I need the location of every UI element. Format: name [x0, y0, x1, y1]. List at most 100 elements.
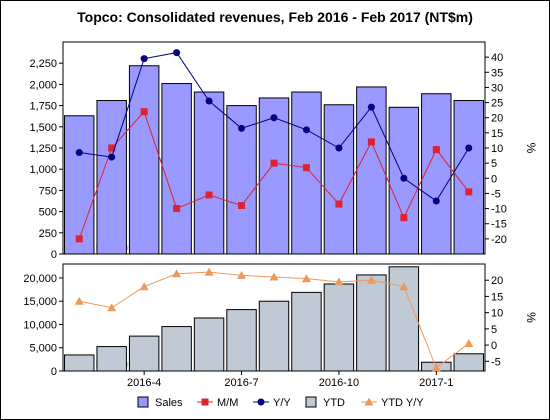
panel1-point-m-m — [173, 205, 181, 213]
panel1-right-tick-label: -15 — [491, 219, 507, 231]
panel2-x-tick-label: 2017-1 — [419, 377, 453, 389]
panel2-bar-ytd — [226, 309, 257, 372]
panel1-bar-sales — [161, 83, 192, 255]
panel1-point-y-y — [302, 126, 310, 134]
panel1-point-y-y — [173, 49, 181, 57]
panel1-point-m-m — [75, 235, 83, 243]
panel1-point-y-y — [367, 103, 375, 111]
panel2-left-tick-label: 15,000 — [23, 296, 57, 308]
panel1-bar-sales — [128, 65, 160, 255]
panel1-point-m-m — [108, 144, 116, 152]
panel2-x-tick-label: 2016-7 — [224, 377, 258, 389]
panel2-bar-ytd — [291, 291, 322, 372]
panel1-point-y-y — [465, 144, 473, 152]
legend-swatch-ytd — [305, 396, 317, 408]
panel1-right-axis-unit-label: % — [524, 143, 538, 154]
panel2-point-ytd-y-y — [366, 275, 376, 284]
panel2-point-ytd-y-y — [237, 270, 247, 279]
chart-title: Topco: Consolidated revenues, Feb 2016 -… — [77, 9, 473, 25]
panel1-left-tick-label: 1,750 — [29, 101, 57, 113]
panel2-left-tick-label: 10,000 — [23, 319, 57, 331]
panel1-bar-sales — [64, 115, 95, 255]
panel1-left-tick-label: 2,250 — [29, 58, 57, 70]
panel2-point-ytd-y-y — [172, 269, 182, 278]
legend-label-m-m: M/M — [217, 397, 238, 409]
panel2-bar-ytd — [258, 300, 290, 372]
panel1-point-y-y — [75, 149, 83, 157]
panel2-bar-ytd — [64, 354, 95, 372]
panel1-point-m-m — [270, 159, 278, 167]
panel1-right-tick-label: 35 — [491, 67, 503, 79]
panel2-right-tick-label: 5 — [491, 324, 497, 336]
panel1-point-m-m — [465, 188, 473, 196]
panel1-point-y-y — [335, 144, 343, 152]
panel1-left-tick-label: 250 — [39, 228, 57, 240]
panel2-bar-ytd — [161, 326, 192, 372]
panel1-right-tick-label: 40 — [491, 52, 503, 64]
legend-label-ytd-y-y: YTD Y/Y — [381, 397, 424, 409]
panel2-right-tick-label: -5 — [491, 356, 501, 368]
panel1-point-y-y — [108, 153, 116, 161]
panel1-point-y-y — [432, 197, 440, 205]
panel1-right-tick-label: 10 — [491, 143, 503, 155]
panel1-point-m-m — [238, 202, 246, 210]
panel2-point-ytd-y-y — [74, 296, 84, 305]
panel1-right-tick-label: -10 — [491, 204, 507, 216]
panel2-right-tick-label: 20 — [491, 275, 503, 287]
panel1-point-m-m — [302, 164, 310, 172]
panel1-point-m-m — [367, 138, 375, 146]
panel2-point-ytd-y-y — [431, 363, 441, 372]
panel2-point-ytd-y-y — [334, 277, 344, 286]
panel1-bar-sales — [453, 100, 484, 255]
panel2-right-axis-unit-label: % — [524, 312, 538, 323]
panel1-point-y-y — [205, 97, 213, 105]
legend-label-ytd: YTD — [323, 397, 345, 409]
panel2-left-tick-label: 5,000 — [29, 343, 57, 355]
panel2-x-tick-label: 2016-10 — [319, 377, 359, 389]
panel1-point-m-m — [432, 146, 440, 154]
panel2-left-tick-label: 0 — [51, 366, 57, 378]
panel1-bar-sales — [323, 104, 355, 255]
legend-label-sales: Sales — [155, 397, 183, 409]
panel2-point-ytd-y-y — [107, 303, 117, 312]
panel2-bar-ytd — [356, 274, 387, 372]
panel2-bar-ytd — [453, 353, 484, 372]
legend-marker-y-y — [257, 398, 265, 406]
panel2-right-tick-label: 15 — [491, 291, 503, 303]
panel2-left-tick-label: 20,000 — [23, 273, 57, 285]
panel1-right-tick-label: 25 — [491, 98, 503, 110]
panel1-left-tick-label: 0 — [51, 249, 57, 261]
panel2-right-tick-label: 10 — [491, 308, 503, 320]
panel1-left-tick-label: 500 — [39, 207, 57, 219]
panel1-left-tick-label: 1,500 — [29, 122, 57, 134]
panel1-right-tick-label: 30 — [491, 82, 503, 94]
panel1-point-m-m — [400, 214, 408, 222]
panel1-left-tick-label: 750 — [39, 185, 57, 197]
panel1-bar-sales — [291, 91, 322, 255]
panel1-point-m-m — [335, 200, 343, 208]
panel1-left-tick-label: 1,000 — [29, 164, 57, 176]
panel2-bar-ytd — [323, 283, 355, 372]
panel1-bar-sales — [421, 93, 452, 255]
panel1-right-tick-label: -5 — [491, 188, 501, 200]
panel2-point-ytd-y-y — [204, 267, 214, 276]
panel2-x-tick-label: 2016-4 — [127, 377, 161, 389]
panel1-left-tick-label: 2,000 — [29, 79, 57, 91]
panel1-bar-sales — [356, 86, 387, 255]
panel1-bar-sales — [193, 91, 225, 255]
panel2-point-ytd-y-y — [464, 338, 474, 347]
panel1-left-tick-label: 1,250 — [29, 143, 57, 155]
panel1-point-y-y — [270, 114, 278, 122]
panel1-right-tick-label: 0 — [491, 173, 497, 185]
panel1-right-tick-label: 15 — [491, 128, 503, 140]
panel2-point-ytd-y-y — [301, 274, 311, 283]
panel2-right-tick-label: 0 — [491, 340, 497, 352]
panel1-point-m-m — [140, 108, 148, 116]
panel1-point-y-y — [140, 55, 148, 63]
panel2-bar-ytd — [193, 317, 225, 372]
panel2-bar-ytd — [128, 335, 160, 372]
panel1-right-tick-label: 20 — [491, 113, 503, 125]
panel1-right-tick-label: 5 — [491, 158, 497, 170]
panel2-bar-ytd — [96, 346, 127, 372]
